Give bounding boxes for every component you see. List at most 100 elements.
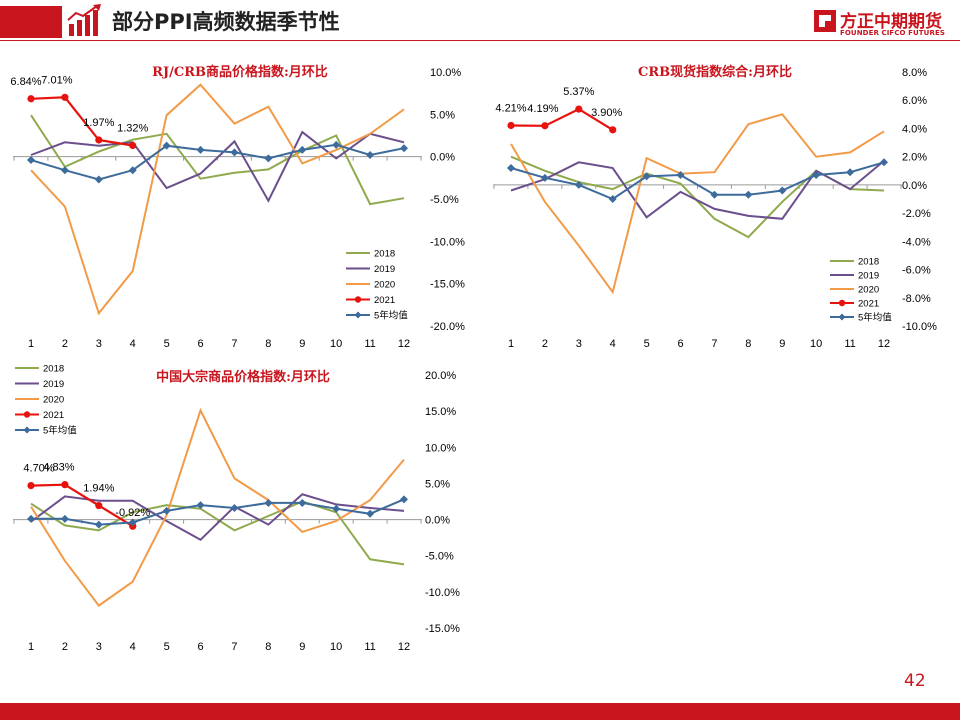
x-tick-label: 3: [96, 338, 102, 350]
y-tick-label: 0.0%: [425, 515, 450, 527]
data-label: 4.19%: [527, 103, 558, 115]
data-label: 5.37%: [563, 86, 594, 98]
x-tick-label: 5: [644, 338, 650, 350]
x-tick-label: 12: [398, 641, 410, 653]
x-tick-label: 9: [779, 338, 785, 350]
data-point: [574, 180, 583, 189]
x-tick-label: 7: [231, 641, 237, 653]
legend-label: 2021: [858, 299, 879, 310]
x-tick-label: 10: [810, 338, 822, 350]
legend-label: 5年均值: [43, 425, 77, 437]
x-tick-label: 9: [299, 641, 305, 653]
series-line: [30, 500, 405, 566]
y-tick-label: -2.0%: [902, 208, 931, 220]
data-point: [400, 495, 408, 504]
x-tick-label: 6: [197, 641, 203, 653]
x-tick-label: 12: [878, 338, 890, 350]
y-tick-label: -20.0%: [430, 321, 465, 333]
legend-label: 2019: [858, 271, 879, 282]
legend-label: 2019: [43, 379, 64, 390]
x-tick-label: 6: [197, 338, 203, 350]
y-tick-label: 8.0%: [902, 67, 927, 79]
header-divider: [0, 40, 960, 41]
x-tick-label: 1: [28, 641, 34, 653]
series-line: [510, 113, 885, 295]
data-point: [366, 509, 375, 518]
x-tick-label: 10: [330, 338, 342, 350]
series-2021: 4.70%4.83% 1.94%-0.92%: [23, 462, 150, 530]
x-tick-label: 2: [62, 338, 68, 350]
x-tick-label: 4: [130, 338, 136, 350]
legend: 2018 2019 2020 2021 5年均值: [15, 364, 77, 437]
data-point: [128, 518, 137, 527]
legend-marker: [838, 313, 846, 321]
data-point: [298, 498, 307, 507]
legend-label: 2021: [374, 295, 395, 306]
data-point: [128, 166, 137, 175]
x-tick-label: 4: [130, 641, 136, 653]
x-tick-label: 11: [844, 338, 855, 350]
legend-marker: [23, 411, 31, 418]
data-label: -0.92%: [115, 507, 150, 519]
company-logo-icon: [814, 10, 836, 32]
data-point: [778, 186, 787, 195]
x-tick-label: 7: [231, 338, 237, 350]
y-tick-label: -10.0%: [430, 236, 465, 248]
x-tick-label: 5: [164, 338, 170, 350]
x-tick-label: 5: [164, 641, 170, 653]
y-tick-label: 4.0%: [902, 123, 927, 135]
data-label: 4.21%: [495, 102, 526, 114]
chart-title: RJ/CRB商品价格指数:月环比: [152, 64, 328, 80]
data-point: [400, 144, 408, 153]
data-point: [575, 105, 583, 113]
data-point: [744, 190, 753, 199]
x-tick-label: 8: [265, 338, 271, 350]
legend-marker: [354, 296, 362, 303]
data-point: [60, 166, 69, 175]
x-tick-label: 3: [96, 641, 102, 653]
data-label: 7.01%: [41, 74, 72, 86]
y-tick-label: 2.0%: [902, 152, 927, 164]
series-line: [510, 107, 614, 131]
data-label: 4.83%: [43, 462, 74, 474]
series-2021: 6.84% 7.01% 1.97% 1.32%: [10, 74, 149, 150]
y-tick-label: 6.0%: [902, 95, 927, 107]
data-point: [710, 190, 719, 199]
y-tick-label: -10.0%: [425, 587, 460, 599]
legend-label: 2021: [43, 410, 64, 421]
series-line: [30, 493, 405, 542]
y-tick-label: 20.0%: [425, 370, 456, 382]
series-line: [510, 161, 885, 201]
growth-chart-icon: [67, 4, 101, 36]
data-label: 1.32%: [117, 122, 148, 134]
y-tick-label: -5.0%: [425, 551, 454, 563]
series-line: [30, 407, 405, 607]
legend-marker: [354, 311, 362, 319]
data-point: [676, 171, 685, 180]
y-tick-label: 5.0%: [430, 109, 455, 121]
y-tick-label: -10.0%: [902, 321, 937, 333]
y-tick-label: 0.0%: [430, 152, 455, 164]
legend-label: 2018: [374, 249, 395, 260]
data-point: [129, 141, 137, 150]
series-line: [30, 96, 133, 147]
x-tick-label: 3: [576, 338, 582, 350]
data-point: [880, 158, 888, 167]
legend-label: 2020: [43, 395, 64, 406]
data-point: [94, 520, 103, 529]
x-tick-label: 1: [508, 338, 514, 350]
series-2019: [30, 493, 405, 542]
series-avg5: [27, 140, 408, 184]
data-point: [94, 175, 103, 184]
data-point: [162, 141, 171, 150]
series-2018: [30, 500, 405, 566]
data-point: [60, 514, 69, 523]
series-avg5: [507, 158, 888, 203]
data-point: [366, 150, 375, 159]
data-point: [196, 501, 205, 510]
legend-label: 2019: [374, 264, 395, 275]
footer-bar: [0, 703, 960, 720]
x-tick-label: 12: [398, 338, 410, 350]
